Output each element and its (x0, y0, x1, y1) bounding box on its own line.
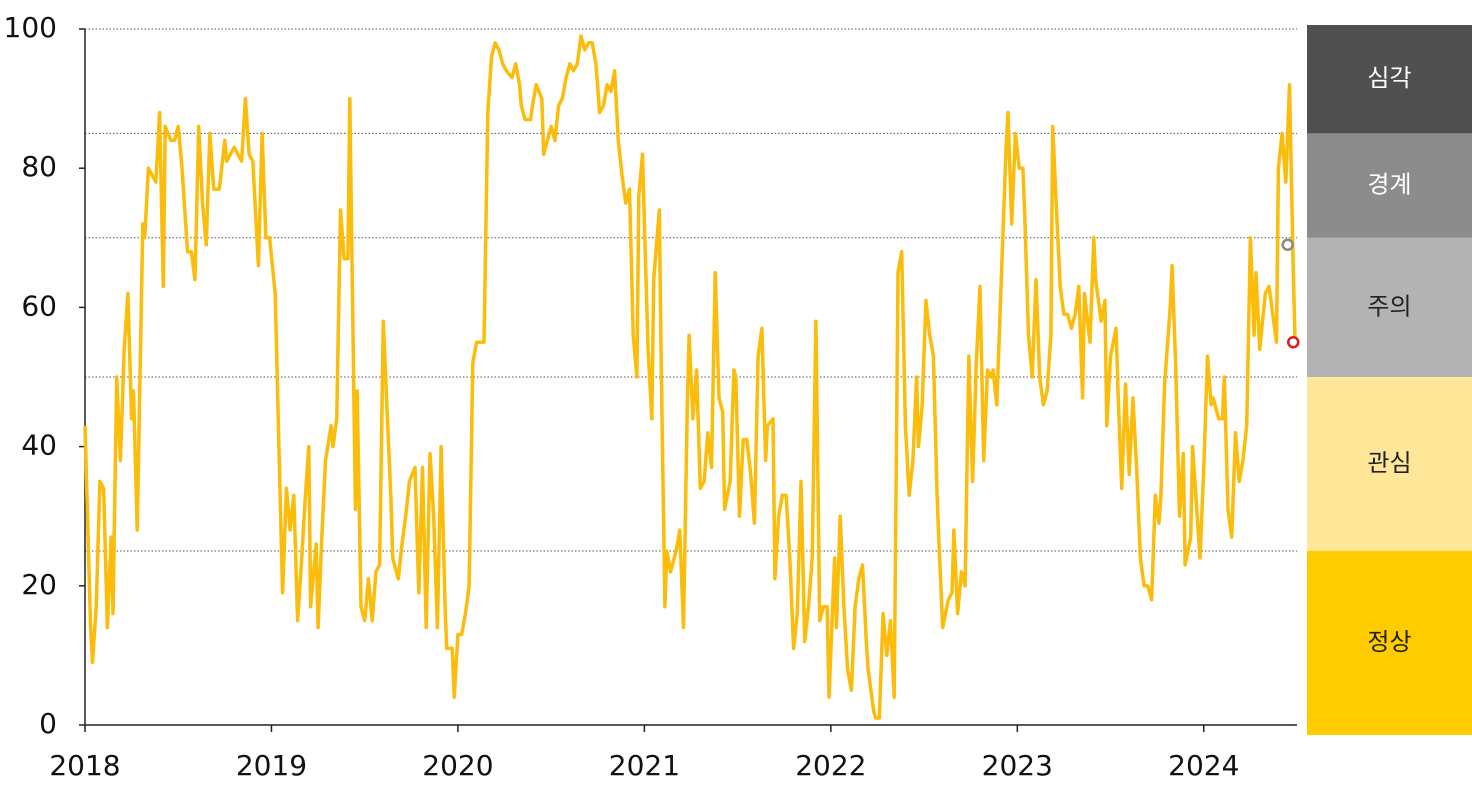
y-tick-label: 20 (21, 568, 57, 601)
risk-band (1307, 377, 1472, 551)
band-label: 경계 (1367, 171, 1411, 199)
y-tick-label: 0 (39, 707, 57, 740)
y-tick-label: 100 (4, 11, 57, 44)
x-tick-label: 2020 (422, 749, 493, 782)
band-label: 심각 (1367, 64, 1411, 92)
y-tick-label: 60 (21, 289, 57, 322)
risk-band (1307, 237, 1472, 377)
data-line (83, 34, 1297, 720)
marker (1287, 335, 1300, 349)
band-label: 정상 (1367, 628, 1411, 656)
risk-band (1307, 133, 1472, 238)
x-tick-label: 2021 (609, 749, 680, 782)
x-tick-label: 2019 (236, 749, 307, 782)
marker (1281, 238, 1294, 252)
risk-band (1307, 25, 1472, 134)
y-tick-label: 80 (21, 150, 57, 183)
x-tick-label: 2023 (982, 749, 1053, 782)
y-tick-label: 40 (21, 429, 57, 462)
x-tick-label: 2018 (49, 749, 120, 782)
risk-band (1307, 551, 1472, 735)
x-tick-label: 2022 (795, 749, 866, 782)
band-label: 주의 (1367, 292, 1411, 320)
band-label: 관심 (1367, 449, 1411, 477)
x-tick-label: 2024 (1168, 749, 1239, 782)
